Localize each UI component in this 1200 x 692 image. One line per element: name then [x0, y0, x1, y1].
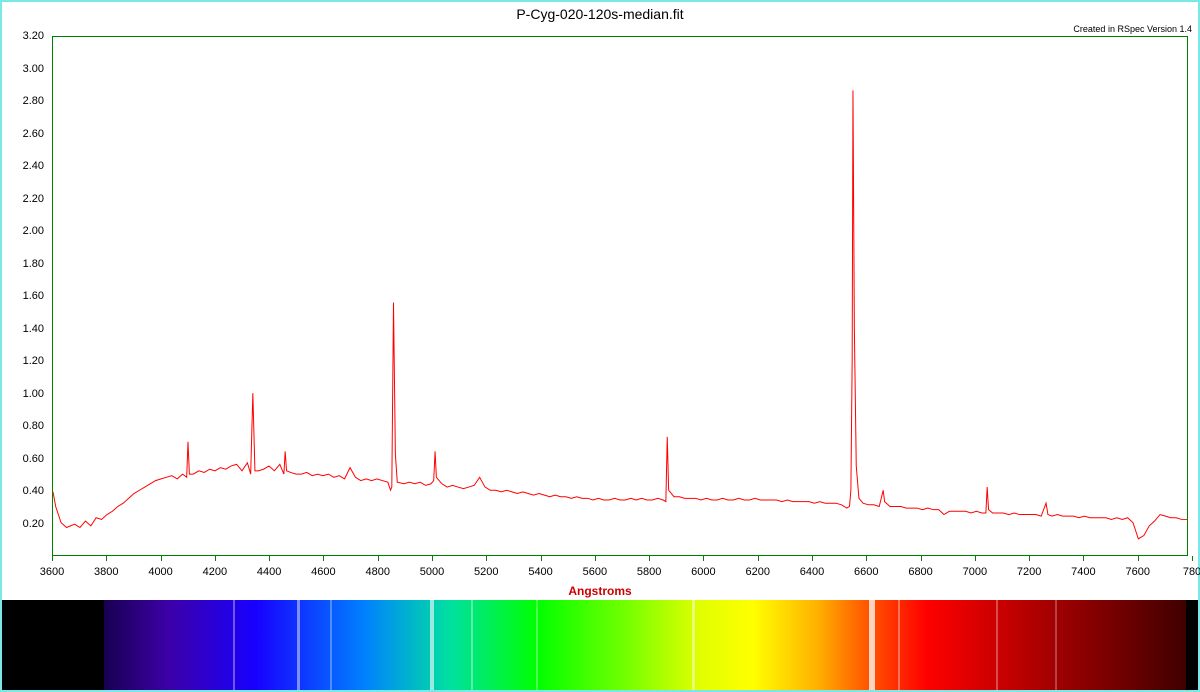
x-tick-label: 4600 [311, 566, 335, 578]
x-tick-label: 6200 [745, 566, 769, 578]
y-tick-label: 3.20 [23, 30, 44, 42]
y-tick-label: 2.00 [23, 225, 44, 237]
emission-line [869, 600, 875, 690]
x-tick-label: 4400 [257, 566, 281, 578]
y-tick-label: 1.60 [23, 290, 44, 302]
spectrum-gradient [104, 600, 1186, 690]
x-tick-mark [215, 556, 216, 561]
emission-line [692, 600, 695, 690]
y-tick-label: 0.80 [23, 420, 44, 432]
y-tick-label: 1.00 [23, 388, 44, 400]
x-tick-label: 6600 [854, 566, 878, 578]
x-tick-mark [1192, 556, 1193, 561]
y-tick-label: 0.20 [23, 518, 44, 530]
x-tick-label: 6800 [908, 566, 932, 578]
y-tick-label: 2.80 [23, 95, 44, 107]
chart-container: P-Cyg-020-120s-median.fit Created in RSp… [0, 0, 1200, 692]
emission-line [536, 600, 538, 690]
y-tick-label: 2.20 [23, 193, 44, 205]
x-tick-label: 6400 [800, 566, 824, 578]
x-tick-mark [541, 556, 542, 561]
x-tick-label: 4000 [148, 566, 172, 578]
x-tick-label: 780 [1183, 566, 1200, 578]
emission-line [297, 600, 300, 690]
x-tick-mark [649, 556, 650, 561]
x-tick-mark [595, 556, 596, 561]
x-tick-mark [486, 556, 487, 561]
y-tick-label: 3.00 [23, 63, 44, 75]
spectrum-color-bar [2, 600, 1198, 690]
chart-title: P-Cyg-020-120s-median.fit [2, 2, 1198, 26]
y-tick-label: 1.80 [23, 258, 44, 270]
plot-area [52, 36, 1188, 556]
y-tick-label: 1.40 [23, 323, 44, 335]
x-tick-mark [812, 556, 813, 561]
x-tick-label: 7400 [1071, 566, 1095, 578]
x-tick-mark [975, 556, 976, 561]
emission-line [471, 600, 473, 690]
x-tick-label: 5600 [583, 566, 607, 578]
emission-line [1055, 600, 1057, 690]
spectrum-trace [53, 90, 1187, 538]
emission-line [330, 600, 332, 690]
x-tick-mark [378, 556, 379, 561]
emission-line [898, 600, 900, 690]
y-tick-label: 0.40 [23, 485, 44, 497]
x-tick-label: 5200 [474, 566, 498, 578]
y-tick-label: 2.60 [23, 128, 44, 140]
x-tick-label: 6000 [691, 566, 715, 578]
x-tick-mark [323, 556, 324, 561]
x-tick-mark [703, 556, 704, 561]
x-tick-mark [758, 556, 759, 561]
y-axis-ticks: 0.20 0.40 0.60 0.80 1.00 1.20 1.40 1.60 1.80 2.00… [4, 36, 48, 556]
x-tick-mark [1083, 556, 1084, 561]
x-tick-label: 7600 [1125, 566, 1149, 578]
y-tick-label: 1.20 [23, 355, 44, 367]
y-tick-label: 0.60 [23, 453, 44, 465]
x-tick-label: 7200 [1017, 566, 1041, 578]
x-tick-mark [432, 556, 433, 561]
x-tick-mark [106, 556, 107, 561]
x-tick-label: 3600 [40, 566, 64, 578]
x-tick-mark [269, 556, 270, 561]
spectrum-line-plot [53, 37, 1187, 555]
chart-wrap: 0.20 0.40 0.60 0.80 1.00 1.20 1.40 1.60 1.80 2.00… [4, 24, 1196, 594]
x-tick-label: 5400 [528, 566, 552, 578]
y-tick-label: 2.40 [23, 160, 44, 172]
x-axis-label: Angstroms [568, 584, 631, 598]
x-tick-label: 3800 [94, 566, 118, 578]
x-tick-mark [866, 556, 867, 561]
emission-line [996, 600, 998, 690]
x-tick-mark [1138, 556, 1139, 561]
x-tick-label: 7000 [963, 566, 987, 578]
emission-line [430, 600, 434, 690]
emission-line [233, 600, 235, 690]
x-tick-label: 5000 [420, 566, 444, 578]
x-tick-mark [921, 556, 922, 561]
x-tick-label: 4200 [203, 566, 227, 578]
x-tick-label: 4800 [365, 566, 389, 578]
x-tick-mark [161, 556, 162, 561]
x-tick-mark [1029, 556, 1030, 561]
x-tick-label: 5800 [637, 566, 661, 578]
x-tick-mark [52, 556, 53, 561]
